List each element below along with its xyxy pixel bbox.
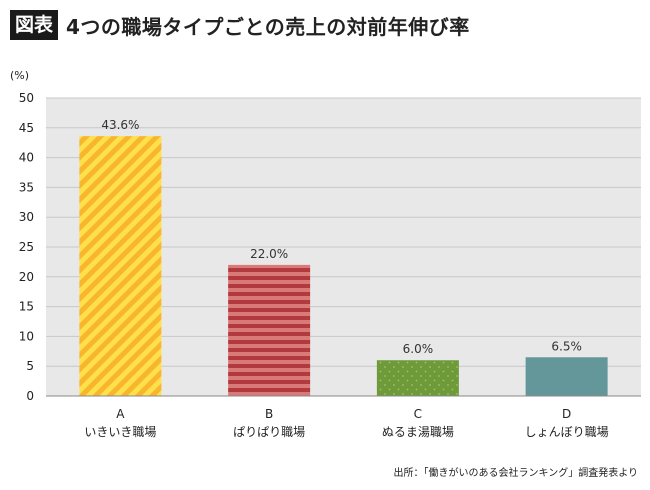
data-label: 22.0% bbox=[250, 247, 288, 261]
x-tick-name: いきいき職場 bbox=[84, 425, 156, 439]
y-tick-label: 50 bbox=[19, 91, 34, 105]
x-tick-letter: A bbox=[116, 407, 125, 421]
y-tick-label: 10 bbox=[19, 329, 34, 343]
x-tick-letter: D bbox=[562, 407, 571, 421]
chart-title: 4つの職場タイプごとの売上の対前年伸び率 bbox=[66, 14, 470, 39]
x-tick-name: ぱりぱり職場 bbox=[233, 425, 305, 439]
x-tick-name: ぬるま湯職場 bbox=[382, 425, 454, 439]
y-tick-label: 40 bbox=[19, 151, 34, 165]
bar-a bbox=[79, 136, 162, 397]
y-tick-label: 30 bbox=[19, 210, 34, 224]
y-tick-label: 20 bbox=[19, 270, 34, 284]
bar-c bbox=[376, 360, 459, 396]
y-tick-label: 15 bbox=[19, 300, 34, 314]
y-unit-label: (%) bbox=[10, 69, 29, 82]
data-label: 43.6% bbox=[101, 118, 139, 132]
chart-header: 図表 4つの職場タイプごとの売上の対前年伸び率 bbox=[10, 10, 470, 40]
y-tick-label: 5 bbox=[26, 359, 34, 373]
source-note: 出所：「働きがいのある会社ランキング」調査発表より bbox=[393, 468, 639, 479]
x-tick-name: しょんぼり職場 bbox=[525, 425, 609, 439]
figure-badge: 図表 bbox=[10, 10, 59, 40]
bar-d bbox=[525, 357, 608, 396]
y-tick-label: 35 bbox=[19, 180, 34, 194]
data-label: 6.0% bbox=[403, 342, 434, 356]
y-tick-label: 25 bbox=[19, 240, 34, 254]
y-tick-label: 0 bbox=[26, 389, 34, 403]
y-tick-label: 45 bbox=[19, 121, 34, 135]
x-tick-letter: B bbox=[265, 407, 273, 421]
data-label: 6.5% bbox=[551, 339, 582, 353]
x-tick-letter: C bbox=[414, 407, 422, 421]
bar-b bbox=[228, 264, 311, 396]
